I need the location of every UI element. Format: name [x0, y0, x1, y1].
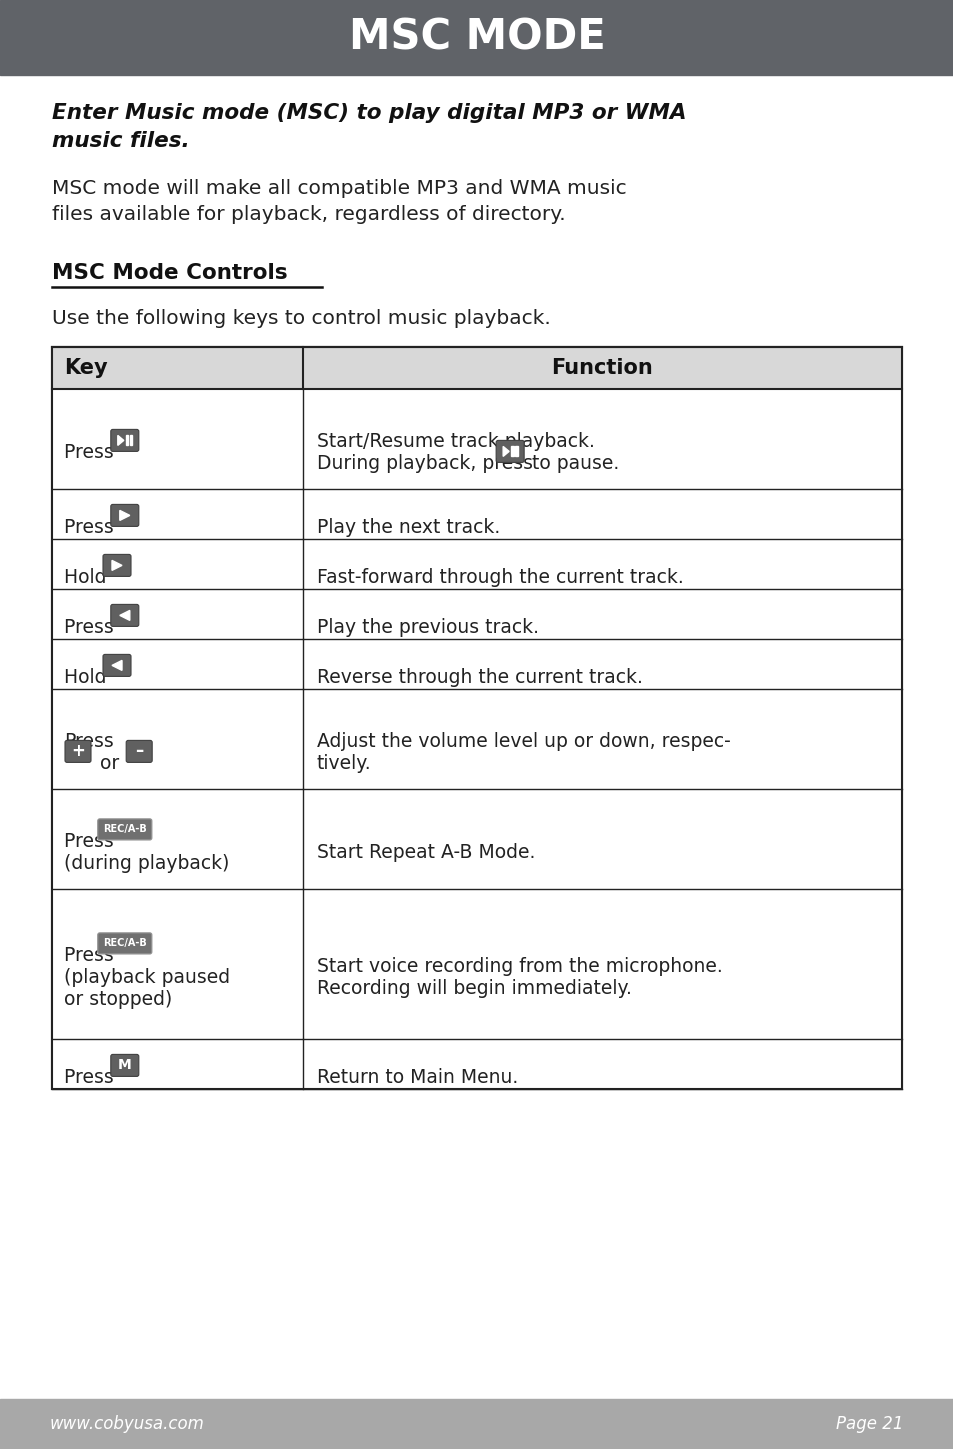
Text: Press: Press: [64, 1068, 120, 1087]
FancyBboxPatch shape: [111, 1055, 138, 1077]
Text: +: +: [71, 742, 85, 761]
Bar: [52, 890, 901, 1039]
FancyBboxPatch shape: [103, 655, 131, 677]
FancyBboxPatch shape: [98, 819, 152, 840]
Polygon shape: [120, 610, 130, 620]
Text: Play the previous track.: Play the previous track.: [316, 619, 538, 638]
Text: music files.: music files.: [52, 130, 190, 151]
Polygon shape: [120, 510, 130, 520]
Text: Press: Press: [64, 946, 120, 965]
Bar: [0, 0, 953, 75]
Text: Page 21: Page 21: [836, 1416, 903, 1433]
Text: Hold: Hold: [64, 668, 112, 687]
Text: Hold: Hold: [64, 568, 112, 587]
Text: Start Repeat A-B Mode.: Start Repeat A-B Mode.: [316, 843, 535, 862]
Text: tively.: tively.: [316, 755, 371, 774]
Bar: [52, 539, 901, 588]
Text: or stopped): or stopped): [64, 991, 172, 1010]
Polygon shape: [502, 446, 509, 456]
Text: Start/Resume track playback.: Start/Resume track playback.: [316, 432, 594, 452]
FancyBboxPatch shape: [111, 429, 138, 452]
Text: Fast-forward through the current track.: Fast-forward through the current track.: [316, 568, 682, 587]
Text: REC/A-B: REC/A-B: [103, 824, 147, 835]
Text: files available for playback, regardless of directory.: files available for playback, regardless…: [52, 204, 565, 225]
Text: Return to Main Menu.: Return to Main Menu.: [316, 1068, 517, 1087]
Bar: [52, 1039, 901, 1090]
Text: MSC Mode Controls: MSC Mode Controls: [52, 264, 287, 283]
Text: to pause.: to pause.: [526, 455, 618, 474]
Polygon shape: [117, 435, 124, 445]
Text: Reverse through the current track.: Reverse through the current track.: [316, 668, 642, 687]
Polygon shape: [112, 561, 122, 571]
Text: Start voice recording from the microphone.: Start voice recording from the microphon…: [316, 958, 721, 977]
Text: Function: Function: [551, 358, 653, 378]
Bar: [511, 446, 513, 456]
Text: Press: Press: [64, 832, 120, 852]
Text: Adjust the volume level up or down, respec-: Adjust the volume level up or down, resp…: [316, 732, 730, 752]
Text: Enter Music mode (MSC) to play digital MP3 or WMA: Enter Music mode (MSC) to play digital M…: [52, 103, 686, 123]
Text: Press: Press: [64, 519, 120, 538]
Bar: [52, 388, 901, 488]
Bar: [52, 346, 901, 1090]
Bar: [126, 435, 128, 445]
FancyBboxPatch shape: [98, 933, 152, 953]
Text: Key: Key: [64, 358, 108, 378]
Bar: [515, 446, 517, 456]
FancyBboxPatch shape: [103, 555, 131, 577]
Text: (during playback): (during playback): [64, 855, 229, 874]
FancyBboxPatch shape: [126, 740, 152, 762]
Bar: [52, 346, 901, 1090]
Text: Press: Press: [64, 619, 120, 638]
Text: REC/A-B: REC/A-B: [103, 939, 147, 949]
Text: M: M: [118, 1058, 132, 1072]
Bar: [52, 488, 901, 539]
FancyBboxPatch shape: [496, 440, 523, 462]
Bar: [0, 1398, 953, 1449]
Bar: [130, 435, 132, 445]
Bar: [52, 639, 901, 690]
Bar: [52, 790, 901, 890]
Text: MSC mode will make all compatible MP3 and WMA music: MSC mode will make all compatible MP3 an…: [52, 180, 626, 199]
Text: During playback, press: During playback, press: [316, 455, 538, 474]
Text: or: or: [94, 755, 125, 774]
Text: MSC MODE: MSC MODE: [348, 16, 605, 58]
Bar: [52, 588, 901, 639]
FancyBboxPatch shape: [111, 604, 138, 626]
Text: www.cobyusa.com: www.cobyusa.com: [50, 1416, 205, 1433]
Text: Play the next track.: Play the next track.: [316, 519, 499, 538]
Bar: [52, 690, 901, 790]
Text: –: –: [135, 742, 143, 761]
Polygon shape: [112, 661, 122, 671]
FancyBboxPatch shape: [111, 504, 138, 526]
Text: Recording will begin immediately.: Recording will begin immediately.: [316, 980, 631, 998]
Bar: [52, 346, 901, 388]
FancyBboxPatch shape: [65, 740, 91, 762]
Text: Press: Press: [64, 443, 120, 462]
Text: (playback paused: (playback paused: [64, 968, 230, 987]
Text: Use the following keys to control music playback.: Use the following keys to control music …: [52, 309, 550, 327]
Text: Press: Press: [64, 732, 113, 752]
